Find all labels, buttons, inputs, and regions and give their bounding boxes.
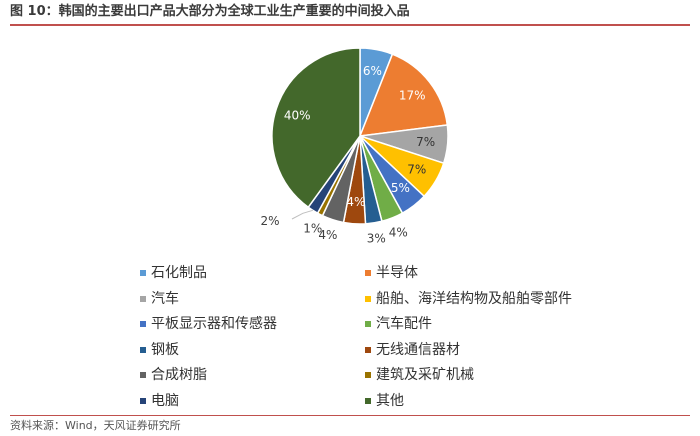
source-note: 资料来源：Wind，天风证券研究所 [10,419,181,432]
legend-label: 船舶、海洋结构物及船舶零部件 [376,290,572,307]
pie-data-label: 7% [407,163,426,177]
legend-label: 无线通信器材 [376,341,460,358]
legend-label: 石化制品 [151,265,207,281]
legend-swatch [365,346,371,353]
pie-data-label: 1% [303,222,322,236]
legend-swatch [140,270,146,276]
legend-label: 其他 [376,392,404,409]
legend-label: 建筑及采矿机械 [376,367,474,383]
legend-label: 钢板 [151,341,179,358]
pie-slice [271,47,361,209]
pie-data-label: 7% [416,135,435,149]
pie-data-label: 4% [318,228,337,242]
pie-data-label: 40% [284,109,311,123]
legend-swatch [365,295,371,302]
legend-swatch [140,321,146,327]
pie-slices [271,47,449,225]
pie-data-label: 2% [260,214,279,228]
pie-data-label: 5% [391,181,410,195]
legend-swatch [140,372,146,378]
pie-data-label: 17% [399,89,426,103]
pie-data-label: 6% [363,64,382,78]
pie-slice [358,53,449,137]
pie-data-label: 3% [367,232,386,246]
title-divider [10,24,690,26]
legend-label: 汽车配件 [376,316,432,332]
legend-label: 半导体 [376,265,418,281]
legend-swatch [365,270,371,276]
legend-swatch [140,346,146,353]
pie-data-label: 4% [346,195,365,209]
legend-swatch [365,321,371,327]
figure-title: 图 10：韩国的主要出口产品大部分为全球工业生产重要的中间投入品 [10,4,410,19]
footer-divider [10,415,690,416]
legend-label: 平板显示器和传感器 [151,316,277,332]
pie-data-label: 4% [389,226,408,240]
leader-line [291,209,313,220]
legend-label: 汽车 [151,290,179,307]
pie-data-labels: 6%17%7%7%5%4%3%4%4%1%2%40% [260,64,435,246]
legend-swatch [365,372,371,378]
legend-label: 电脑 [151,392,179,409]
legend-swatch [140,295,146,302]
legend-swatch [365,397,371,404]
legend-label: 合成树脂 [151,367,207,383]
legend-swatch [140,397,146,404]
